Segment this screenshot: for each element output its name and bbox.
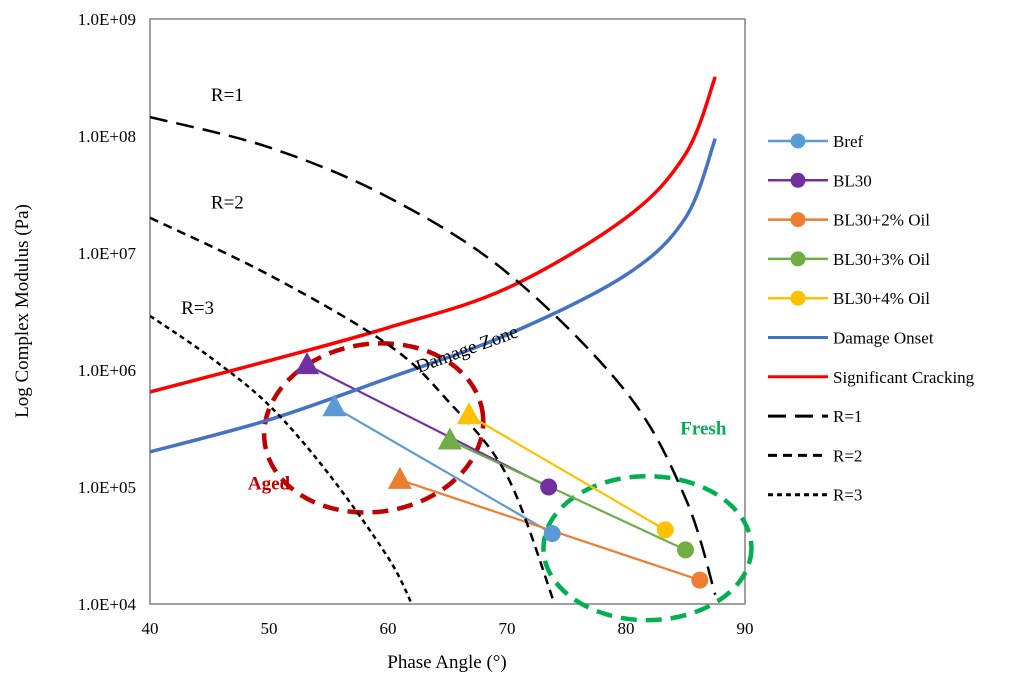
legend-marker: [790, 290, 806, 306]
legend-label: BL30+4% Oil: [833, 289, 930, 308]
y-axis-label: Log Complex Modulus (Pa): [12, 204, 33, 418]
legend-marker: [790, 133, 806, 149]
legend-item-r-2: R=2: [768, 446, 862, 465]
legend-item-damage-onset: Damage Onset: [768, 329, 934, 348]
legend-label: R=2: [833, 446, 862, 465]
legend-label: Damage Onset: [833, 329, 934, 348]
legend-label: Significant Cracking: [833, 368, 975, 387]
y-tick-label: 1.0E+09: [78, 10, 136, 29]
y-tick-label: 1.0E+08: [78, 127, 136, 146]
x-tick-label: 60: [380, 619, 397, 638]
x-tick-label: 40: [142, 619, 159, 638]
legend-marker: [790, 172, 806, 188]
point-bl30-fresh: [540, 478, 558, 496]
series-line-r-3: [150, 314, 413, 604]
legend-item-r-3: R=3: [768, 486, 862, 505]
series-line-significant-cracking: [150, 76, 717, 394]
point-bl30-2-oil-fresh: [691, 571, 709, 589]
series-line-r-2: [150, 216, 556, 604]
legend-item-bl30-4-oil: BL30+4% Oil: [768, 289, 930, 308]
series-line-damage-onset: [150, 137, 717, 454]
point-bref-fresh: [543, 525, 561, 543]
legend-item-r-1: R=1: [768, 407, 862, 426]
legend-marker: [790, 212, 806, 228]
legend-label: BL30+2% Oil: [833, 211, 930, 230]
y-tick-label: 1.0E+07: [78, 244, 137, 263]
point-bl30-3-oil-aged: [437, 427, 462, 450]
x-tick-label: 50: [261, 619, 278, 638]
legend-item-bl30: BL30: [768, 171, 872, 190]
series-line-r-1: [150, 115, 717, 596]
annotation-r-3: R=3: [181, 298, 214, 319]
legend-label: R=1: [833, 407, 862, 426]
legend-label: BL30: [833, 171, 872, 190]
series-line-bref: [333, 406, 553, 535]
x-tick-label: 80: [618, 619, 635, 638]
point-bref-aged: [322, 394, 347, 417]
point-bl30-4-oil-aged: [456, 402, 481, 425]
y-axis-ticks: 1.0E+04 1.0E+05 1.0E+06 1.0E+07 1.0E+08 1.0E+…: [78, 10, 137, 614]
legend-label: Bref: [833, 132, 864, 151]
y-tick-label: 1.0E+04: [78, 595, 137, 614]
x-axis-label: Phase Angle (°): [387, 652, 506, 673]
legend-label: R=3: [833, 486, 862, 505]
y-tick-label: 1.0E+05: [78, 478, 136, 497]
x-tick-label: 70: [499, 619, 516, 638]
region-fresh: [541, 473, 754, 623]
highlight-regions: [261, 341, 754, 623]
point-bl30-3-oil-fresh: [677, 541, 694, 559]
point-bl30-4-oil-fresh: [656, 521, 674, 539]
annotation-r-2: R=2: [211, 193, 244, 214]
legend-item-significant-cracking: Significant Cracking: [768, 368, 975, 387]
legend-marker: [790, 251, 806, 267]
x-axis-ticks: 40 50 60 70 80 90: [142, 619, 754, 638]
y-tick-label: 1.0E+06: [78, 361, 136, 380]
series-lines: [150, 76, 717, 604]
region-aged: [261, 341, 486, 515]
legend: Bref BL30 BL30+2% Oil BL30+3% Oil BL30+4% Oi…: [768, 132, 975, 505]
point-bl30-2-oil-aged: [387, 466, 412, 489]
series-markers: [295, 352, 709, 589]
annotation-aged: Aged: [248, 474, 291, 495]
legend-label: BL30+3% Oil: [833, 250, 930, 269]
point-bl30-aged: [295, 352, 320, 375]
legend-item-bl30-3-oil: BL30+3% Oil: [768, 250, 930, 269]
annotation-fresh: Fresh: [680, 419, 727, 440]
annotation-r-1: R=1: [211, 85, 244, 106]
series-line-bl30-3-oil: [449, 439, 686, 551]
legend-item-bref: Bref: [768, 132, 864, 151]
legend-item-bl30-2-oil: BL30+2% Oil: [768, 211, 930, 230]
series-line-bl30-4-oil: [468, 414, 666, 531]
x-tick-label: 90: [737, 619, 754, 638]
